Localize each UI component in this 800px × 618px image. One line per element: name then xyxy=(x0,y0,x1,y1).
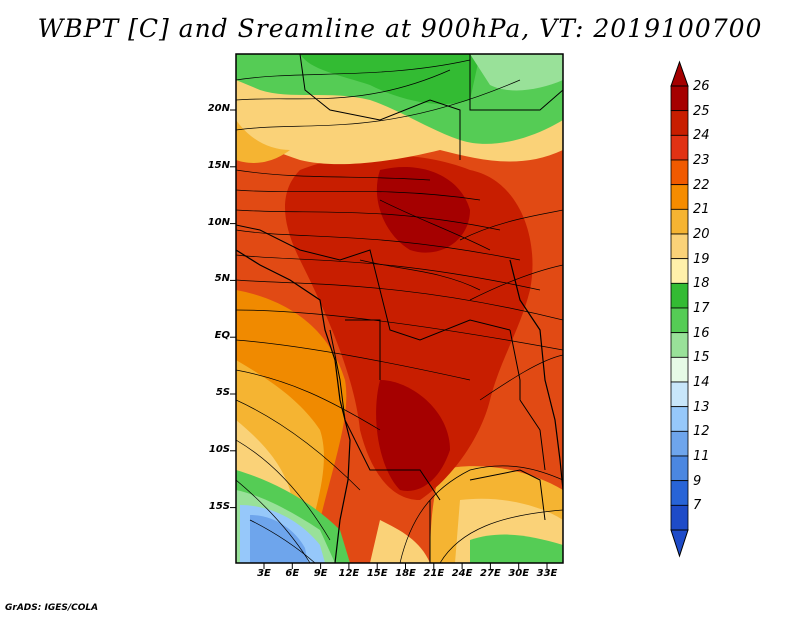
longitude-ticks xyxy=(263,563,548,569)
colorbar xyxy=(670,60,689,558)
colorbar-segment xyxy=(670,504,689,531)
colorbar-label: 14 xyxy=(693,375,710,390)
lon-label-18e: 18E xyxy=(395,568,416,579)
map-title: WBPT [C] and Sreamline at 900hPa, VT: 20… xyxy=(37,14,763,43)
lat-label-eq: EQ xyxy=(214,330,230,342)
colorbar-label: 15 xyxy=(693,350,710,366)
colorbar-label: 17 xyxy=(693,301,710,316)
lon-label-24e: 24E xyxy=(451,568,473,579)
colorbar-top-arrow xyxy=(670,60,689,87)
colorbar-label: 20 xyxy=(693,227,710,242)
lon-label-9e: 9E xyxy=(313,568,328,579)
colorbar-label: 23 xyxy=(693,153,710,168)
lon-label-6e: 6E xyxy=(285,568,300,579)
colorbar-segment xyxy=(670,480,689,506)
colorbar-segment xyxy=(670,430,689,457)
colorbar-segment xyxy=(670,233,689,260)
colorbar-segment xyxy=(670,184,689,210)
coastline xyxy=(236,249,563,563)
wbpt-field xyxy=(236,54,563,563)
country-borders xyxy=(236,54,563,563)
lat-label-5n: 5N xyxy=(214,273,230,285)
colorbar-label: 9 xyxy=(693,473,702,489)
lon-label-33e: 33E xyxy=(536,568,558,579)
colorbar-segment xyxy=(670,455,689,482)
streamlines xyxy=(236,59,563,563)
lat-label-15s: 15S xyxy=(208,500,230,512)
colorbar-segment xyxy=(670,307,689,334)
grads-credit: GrADS: IGES/COLA xyxy=(5,603,99,613)
colorbar-segment xyxy=(670,282,689,309)
lat-label-15n: 15N xyxy=(207,159,230,171)
lat-label-10n: 10N xyxy=(207,216,230,228)
lat-label-20n: 20N xyxy=(207,103,230,114)
latitude-ticks xyxy=(230,109,236,509)
colorbar-segment xyxy=(670,258,689,284)
colorbar-segment xyxy=(670,159,689,186)
lon-label-30e: 30E xyxy=(508,568,530,579)
colorbar-segment xyxy=(670,85,689,112)
colorbar-label: 21 xyxy=(693,202,710,218)
colorbar-label: 26 xyxy=(693,79,710,94)
colorbar-label: 16 xyxy=(693,325,710,341)
colorbar-label: 12 xyxy=(693,424,710,440)
lon-label-3e: 3E xyxy=(257,568,271,579)
colorbar-segment xyxy=(670,406,689,432)
colorbar-segment xyxy=(670,356,689,383)
colorbar-label: 7 xyxy=(693,498,702,514)
colorbar-label: 11 xyxy=(693,449,710,464)
colorbar-segment xyxy=(670,110,689,136)
colorbar-bottom-arrow xyxy=(670,529,689,558)
colorbar-segment xyxy=(670,332,689,358)
lon-label-21e: 21E xyxy=(423,568,445,579)
lat-label-5s: 5S xyxy=(215,387,230,398)
colorbar-segment xyxy=(670,208,689,235)
lon-label-15e: 15E xyxy=(366,568,388,579)
lon-label-12e: 12E xyxy=(338,568,360,579)
colorbar-segment xyxy=(670,381,689,408)
lon-label-27e: 27E xyxy=(480,568,501,579)
map-frame xyxy=(235,53,564,564)
colorbar-segment xyxy=(670,134,689,161)
colorbar-label: 24 xyxy=(693,128,710,144)
colorbar-label: 19 xyxy=(693,251,710,267)
colorbar-label: 18 xyxy=(693,276,710,292)
colorbar-label: 13 xyxy=(693,399,710,415)
colorbar-label: 22 xyxy=(693,177,710,193)
lat-label-10s: 10S xyxy=(208,443,230,455)
colorbar-label: 25 xyxy=(693,103,710,119)
